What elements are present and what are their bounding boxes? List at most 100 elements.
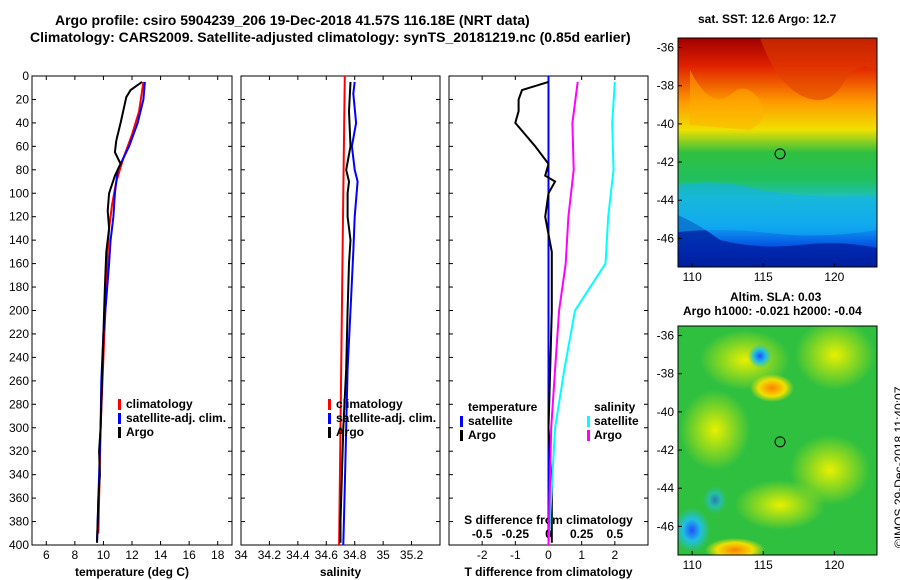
legend-swatch <box>460 430 463 441</box>
legend-label: climatology <box>336 397 403 411</box>
series-line-s-satellite <box>547 81 616 545</box>
map-y-tick-label: -46 <box>657 519 675 533</box>
map-y-tick-label: -40 <box>657 117 675 131</box>
x-tick-label: 16 <box>182 548 196 562</box>
y-tick-label: 360 <box>9 491 29 505</box>
y-tick-label: 220 <box>9 327 29 341</box>
series-line-argo <box>96 81 143 543</box>
y-tick-label: 380 <box>9 515 29 529</box>
x-tick-label: 34.2 <box>258 548 282 562</box>
sst-cold-corner <box>678 215 877 267</box>
y-tick-label: 280 <box>9 397 29 411</box>
legend-swatch <box>328 427 331 438</box>
y-tick-label: 80 <box>16 163 30 177</box>
map-y-tick-label: -44 <box>657 193 675 207</box>
y-tick-label: 0 <box>22 69 29 83</box>
difference-series <box>514 76 616 545</box>
map-x-tick-label: 110 <box>683 558 702 572</box>
y-tick-label: 140 <box>9 233 29 247</box>
legend-swatch <box>328 399 331 410</box>
map-x-tick-label: 110 <box>683 270 702 284</box>
legend-label: satellite <box>594 414 639 428</box>
x-tick-label: 34.8 <box>343 548 367 562</box>
y-tick-label: 260 <box>9 374 29 388</box>
map-x-tick-label: 120 <box>824 558 844 572</box>
legend-title: salinity <box>594 400 636 414</box>
legend-label: Argo <box>594 428 622 442</box>
y-tick-label: 40 <box>16 116 30 130</box>
sst-map-frame <box>677 37 878 268</box>
sst-map-title: sat. SST: 12.6 Argo: 12.7 <box>698 12 837 26</box>
temperature-series <box>96 81 146 543</box>
x-tick-label: 0 <box>545 548 552 562</box>
y-tick-label: 120 <box>9 210 29 224</box>
map-y-tick-label: -38 <box>657 367 675 381</box>
sla-map-axes: 110 115 120 -36 -38 -40 -42 -44 -46 <box>657 329 845 572</box>
legend-label: Argo <box>468 428 496 442</box>
y-tick-label: 400 <box>9 538 29 552</box>
x-tick-label: 35.2 <box>400 548 424 562</box>
sst-warm-patch <box>690 70 764 130</box>
legend-swatch <box>460 416 463 427</box>
sla-map-title-line2: Argo h1000: -0.021 h2000: -0.04 <box>683 304 862 318</box>
x-tick-label: 12 <box>125 548 139 562</box>
panel-difference: -2 -1 0 1 2 T difference from climatology -0.5… <box>448 75 649 579</box>
sla-blue-blob <box>748 344 772 368</box>
sst-argo-marker <box>774 148 786 160</box>
sst-map-axes: 110 115 120 -36 -38 -40 -42 -44 -46 <box>657 41 845 284</box>
legend-label: satellite-adj. clim. <box>126 411 226 425</box>
legend-swatch <box>328 413 331 424</box>
sst-cyan-band <box>678 182 877 236</box>
x-tick-label: 6 <box>43 548 50 562</box>
series-line-s-argo <box>547 81 579 545</box>
legend-title: temperature <box>468 400 538 414</box>
sla-blue-blob <box>678 508 710 552</box>
map-y-tick-label: -40 <box>657 405 675 419</box>
s-tick-label: -0.5 <box>472 527 493 541</box>
series-line-satellite-adj-clim- <box>342 81 359 545</box>
sst-warm-tongue <box>760 38 877 100</box>
legend-swatch <box>587 430 590 441</box>
panel-temperature: 0 20 40 60 80 100 120 140 160 180 200 220 240 260 280 3… <box>9 69 233 579</box>
map-y-tick-label: -36 <box>657 329 675 343</box>
legend-swatch <box>587 416 590 427</box>
s-tick-label: -0.25 <box>502 527 530 541</box>
map-x-tick-label: 120 <box>824 270 844 284</box>
y-tick-label: 240 <box>9 350 29 364</box>
sla-cyan-blob <box>703 486 727 514</box>
salinity-series <box>338 76 359 545</box>
legend-swatch <box>118 427 121 438</box>
map-x-tick-label: 115 <box>754 270 773 284</box>
x-tick-label: 8 <box>72 548 79 562</box>
profile-panels: 0204060801001201401601802002202402602803… <box>9 69 649 579</box>
s-tick-label: 0.5 <box>606 527 623 541</box>
y-tick-label: 60 <box>16 139 30 153</box>
y-tick-label: 160 <box>9 257 29 271</box>
x-tick-label: 34.4 <box>286 548 310 562</box>
y-tick-label: 200 <box>9 304 29 318</box>
x-tick-label: 34 <box>234 548 248 562</box>
legend-swatch <box>118 413 121 424</box>
x-axis-label: T difference from climatology <box>464 565 632 579</box>
sla-orange-blob <box>750 374 794 402</box>
x-tick-label: 2 <box>611 548 618 562</box>
panel-salinity: 34 34.2 34.4 34.6 34.8 35 35.2 salinity climatol… <box>234 75 441 579</box>
series-line-argo <box>339 81 352 543</box>
figure-title-line2: Climatology: CARS2009. Satellite-adjuste… <box>30 29 631 45</box>
y-tick-label: 320 <box>9 444 29 458</box>
x-tick-label: -2 <box>477 548 488 562</box>
sla-orange-blob <box>705 538 765 555</box>
legend-label: satellite-adj. clim. <box>336 411 436 425</box>
figure-title-line1: Argo profile: csiro 5904239_206 19-Dec-2… <box>55 12 530 28</box>
x-tick-label: -1 <box>510 548 521 562</box>
legend-label: Argo <box>336 425 364 439</box>
x-tick-label: 35 <box>376 548 390 562</box>
map-y-tick-label: -38 <box>657 79 675 93</box>
legend-swatch <box>118 399 121 410</box>
sla-yellow-blob <box>735 480 825 530</box>
x-tick-label: 1 <box>578 548 585 562</box>
legend-label: climatology <box>126 397 193 411</box>
map-y-tick-label: -36 <box>657 41 675 55</box>
temperature-frame <box>31 75 233 546</box>
y-tick-label: 300 <box>9 421 29 435</box>
